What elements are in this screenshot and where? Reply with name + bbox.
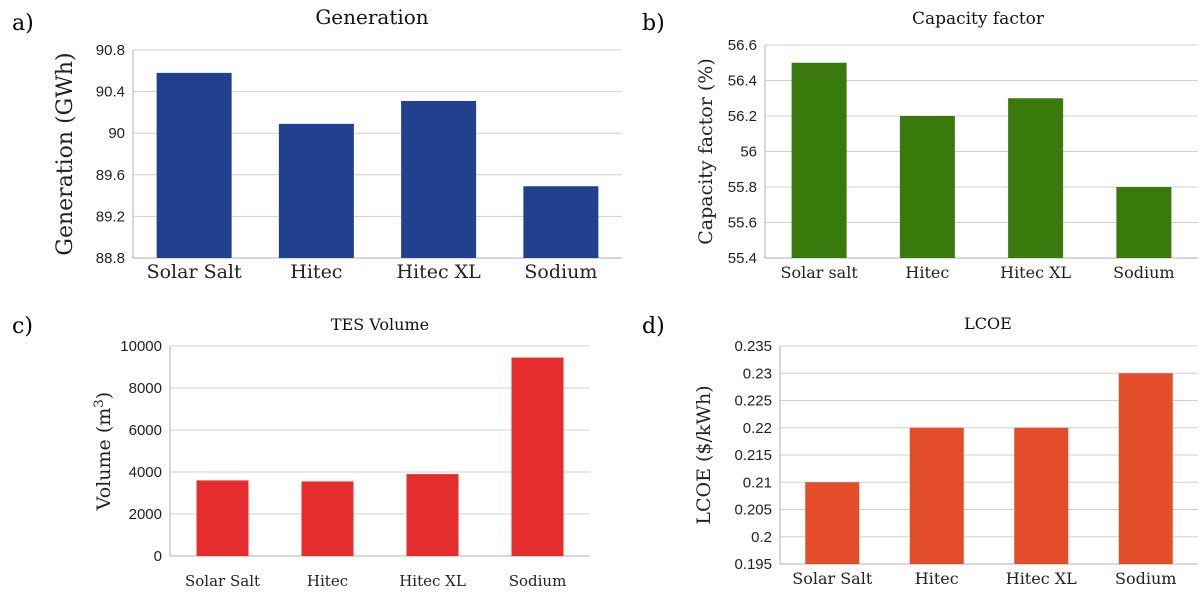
bar [511, 357, 564, 556]
panel-label: d) [642, 314, 665, 339]
y-tick-label: 0.22 [743, 420, 772, 437]
y-tick-label: 89.2 [96, 208, 125, 225]
y-tick-label: 8000 [129, 380, 162, 397]
y-tick-label: 55.4 [728, 250, 757, 267]
bar [791, 62, 847, 258]
x-tick-label: Hitec [290, 261, 342, 283]
y-tick-label: 10000 [120, 338, 162, 355]
chart-title: Generation [315, 5, 428, 29]
bar [301, 481, 354, 556]
y-tick-label: 88.8 [96, 250, 125, 267]
chart-title: TES Volume [331, 315, 429, 334]
y-tick-label: 56.2 [728, 108, 757, 125]
x-tick-label: Solar Salt [147, 261, 242, 283]
bar [278, 123, 354, 258]
y-tick-label: 0.205 [734, 502, 772, 519]
x-tick-label: Solar Salt [792, 569, 873, 588]
bar [1014, 427, 1069, 564]
y-tick-label: 55.6 [728, 215, 757, 232]
y-tick-label: 0.195 [734, 556, 772, 573]
x-tick-label: Hitec XL [399, 572, 466, 590]
x-tick-label: Solar salt [780, 263, 858, 282]
y-tick-label: 0.21 [743, 474, 772, 491]
y-axis-label: Capacity factor (%) [695, 58, 717, 245]
bar [909, 427, 964, 564]
y-tick-label: 89.6 [96, 167, 125, 184]
x-tick-label: Sodium [1113, 263, 1174, 282]
y-tick-label: 0.225 [734, 393, 772, 410]
bar [1008, 98, 1064, 258]
x-tick-label: Sodium [524, 261, 597, 283]
y-tick-label: 90.4 [96, 84, 125, 101]
bar [156, 72, 232, 258]
y-axis-label: Generation (GWh) [53, 52, 78, 255]
y-tick-label: 2000 [129, 506, 162, 523]
y-tick-label: 56.6 [728, 37, 757, 54]
y-axis-label: Volume (m3) [92, 392, 116, 511]
chart-title: LCOE [964, 314, 1012, 333]
y-tick-label: 0.215 [734, 447, 772, 464]
bar [401, 100, 477, 259]
panel-label: b) [642, 11, 665, 36]
y-tick-label: 6000 [129, 422, 162, 439]
bar [899, 116, 955, 258]
y-tick-label: 90 [108, 125, 125, 142]
x-tick-label: Solar Salt [185, 572, 260, 590]
y-tick-label: 0 [154, 548, 162, 565]
y-tick-label: 0.2 [751, 529, 772, 546]
x-tick-label: Hitec [915, 569, 959, 588]
panel-label: a) [12, 11, 34, 36]
bar [1116, 187, 1172, 258]
y-axis-label: LCOE ($/kWh) [693, 385, 715, 524]
y-tick-label: 56 [740, 144, 757, 161]
x-tick-label: Hitec [307, 572, 348, 590]
x-tick-label: Sodium [1115, 569, 1176, 588]
chart-title: Capacity factor [912, 9, 1045, 29]
y-tick-label: 55.8 [728, 179, 757, 196]
x-tick-label: Sodium [509, 572, 567, 590]
y-tick-label: 90.8 [96, 42, 125, 59]
bar [805, 482, 860, 564]
x-tick-label: Hitec XL [1000, 263, 1071, 282]
bar [1118, 373, 1173, 564]
bar [523, 186, 599, 258]
y-tick-label: 0.235 [734, 338, 772, 355]
bar [196, 480, 249, 556]
x-tick-label: Hitec XL [396, 261, 481, 283]
bar [406, 474, 459, 556]
y-tick-label: 56.4 [728, 73, 757, 90]
y-tick-label: 4000 [129, 464, 162, 481]
y-tick-label: 0.23 [743, 365, 772, 382]
panel-label: c) [12, 314, 33, 339]
x-tick-label: Hitec XL [1006, 569, 1077, 588]
x-tick-label: Hitec [905, 263, 949, 282]
